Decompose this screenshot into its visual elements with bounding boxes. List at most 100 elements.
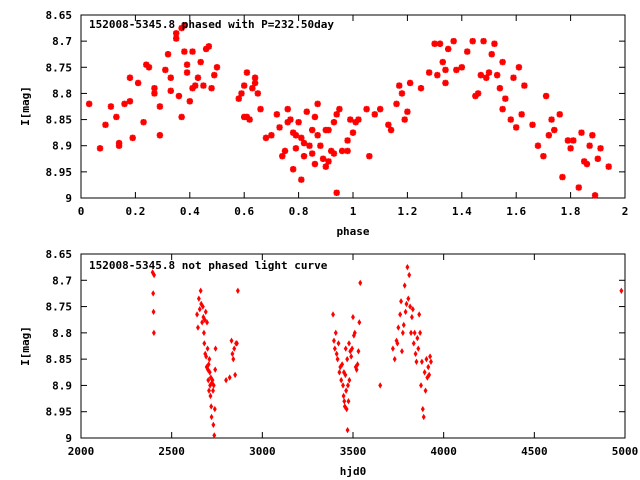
data-point xyxy=(213,366,218,373)
data-point xyxy=(173,30,180,37)
data-point xyxy=(330,150,338,157)
data-point xyxy=(472,92,479,100)
data-point xyxy=(287,116,294,123)
data-point xyxy=(402,282,407,289)
data-point xyxy=(493,71,501,79)
data-point xyxy=(145,64,153,71)
data-point xyxy=(317,142,324,149)
data-point xyxy=(357,319,362,326)
data-point xyxy=(424,355,429,363)
y-tick-label: 8.7 xyxy=(52,274,72,287)
data-point xyxy=(415,334,420,342)
y-tick-label: 8.9 xyxy=(52,140,72,153)
data-point xyxy=(434,71,441,79)
data-point xyxy=(311,160,319,168)
data-point xyxy=(311,113,319,121)
y-tick-label: 8.65 xyxy=(46,9,73,22)
data-point xyxy=(411,340,416,347)
data-point xyxy=(209,413,214,421)
data-point xyxy=(273,111,281,118)
y-tick-label: 9 xyxy=(65,432,72,445)
data-point xyxy=(152,271,157,279)
data-point xyxy=(292,132,300,139)
data-point xyxy=(243,113,251,121)
data-point xyxy=(591,192,599,199)
data-point xyxy=(417,311,422,318)
y-axis-label: I[mag] xyxy=(19,86,32,126)
y-axis-ticks: 8.65 8.7 8.75 8.8 8.85 8.9 8.95 9 xyxy=(46,248,625,445)
data-point xyxy=(416,345,421,352)
data-point xyxy=(499,105,506,113)
data-point xyxy=(347,116,354,123)
data-point xyxy=(333,189,340,196)
data-point xyxy=(349,353,354,360)
data-point xyxy=(343,371,348,379)
y-tick-label: 8.95 xyxy=(46,406,73,419)
data-point xyxy=(194,74,202,81)
data-point xyxy=(499,58,506,66)
data-point xyxy=(198,287,203,294)
data-point xyxy=(208,392,213,400)
data-point xyxy=(254,90,261,97)
data-point xyxy=(407,271,412,279)
data-point xyxy=(340,361,345,368)
data-point xyxy=(229,337,234,344)
data-point xyxy=(173,35,180,42)
data-point xyxy=(189,85,196,92)
data-point xyxy=(246,116,253,123)
data-point xyxy=(230,350,235,358)
x-axis-ticks: 2000 2500 3000 3500 4000 4500 5000 xyxy=(68,254,638,458)
data-point xyxy=(540,152,547,160)
data-point xyxy=(421,413,426,421)
data-point xyxy=(445,45,452,53)
data-point xyxy=(352,329,357,337)
x-tick-label: 2000 xyxy=(68,445,95,458)
data-point xyxy=(332,337,336,344)
data-point xyxy=(241,82,248,89)
data-point xyxy=(442,79,449,87)
x-tick-label: 2 xyxy=(622,205,629,218)
data-point xyxy=(431,40,438,47)
data-point xyxy=(227,374,232,381)
chart-title: 152008-5345.8 phased with P=232.50day xyxy=(89,18,334,31)
data-point xyxy=(325,126,332,134)
data-point xyxy=(551,126,558,134)
data-point xyxy=(496,85,504,92)
data-point xyxy=(281,147,289,155)
x-axis-label: phase xyxy=(336,225,369,238)
data-point xyxy=(396,82,403,89)
data-point xyxy=(213,64,221,71)
data-point xyxy=(85,100,93,108)
data-point xyxy=(211,421,216,429)
data-point xyxy=(115,142,123,149)
data-point xyxy=(202,45,210,53)
data-point xyxy=(442,66,449,74)
x-tick-label: 0.4 xyxy=(180,205,200,218)
data-point xyxy=(243,69,251,76)
x-tick-label: 0.6 xyxy=(234,205,254,218)
data-point xyxy=(162,66,169,74)
y-tick-label: 8.7 xyxy=(52,35,72,48)
data-point xyxy=(398,311,403,318)
data-point xyxy=(319,155,327,162)
data-point xyxy=(344,137,351,144)
data-point xyxy=(336,340,341,347)
data-point xyxy=(387,126,395,134)
y-tick-label: 8.75 xyxy=(46,301,73,314)
data-point xyxy=(325,158,332,165)
data-point xyxy=(334,350,339,358)
data-point xyxy=(186,98,193,105)
data-point xyxy=(347,340,351,347)
data-point xyxy=(355,361,360,368)
data-point xyxy=(398,90,406,97)
data-point xyxy=(207,387,211,394)
x-tick-label: 0 xyxy=(78,205,85,218)
data-point xyxy=(167,87,174,95)
data-point xyxy=(420,405,425,413)
data-point xyxy=(314,132,321,139)
data-point xyxy=(534,142,542,149)
data-point xyxy=(262,134,270,142)
data-point xyxy=(363,105,370,113)
unphased-light-curve-panel: 2000 2500 3000 3500 4000 4500 5000 8.65 8.7 8.75… xyxy=(19,248,638,478)
data-point xyxy=(231,355,236,363)
